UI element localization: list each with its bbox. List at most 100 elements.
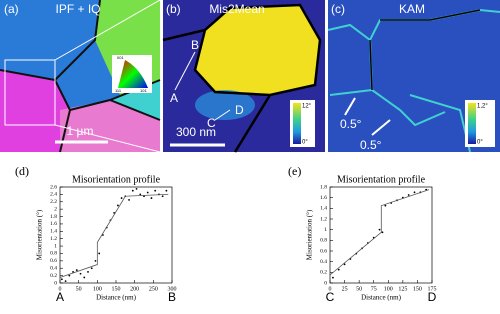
- y-tick-label: 0.4: [50, 265, 57, 271]
- panel-title: Mis2Mean: [209, 2, 264, 16]
- x-tick-label: 50: [76, 286, 82, 292]
- colorbar-label: 12°: [302, 104, 312, 110]
- data-point: [75, 269, 78, 271]
- plot-frame: [329, 186, 433, 284]
- trend-line: [59, 193, 169, 278]
- data-point: [154, 189, 157, 192]
- panel-label: (b): [166, 2, 181, 16]
- x-tick-label: 150: [112, 286, 121, 292]
- data-point: [79, 272, 82, 275]
- data-point: [131, 189, 134, 192]
- x-tick-label: 75: [371, 286, 377, 292]
- kam-map: [327, 0, 500, 153]
- x-tick-label: 50: [356, 286, 362, 292]
- x-tick-label: 100: [93, 286, 102, 292]
- chart-title: Misorientation profile: [72, 174, 161, 185]
- x-tick-label: 0: [59, 286, 62, 292]
- point-label: C: [207, 116, 216, 130]
- data-point: [83, 276, 86, 279]
- data-point: [60, 278, 63, 281]
- data-point: [384, 204, 387, 207]
- y-tick-label: 1.8: [50, 214, 57, 220]
- endpoint-label: D: [428, 290, 437, 304]
- data-point: [64, 280, 67, 283]
- y-tick-label: 2.2: [50, 199, 57, 205]
- colorbar-label: 1,2°: [477, 104, 488, 110]
- colorbar-label: 0°: [477, 140, 483, 146]
- y-tick-label: 1: [324, 227, 327, 233]
- point-label: D: [235, 103, 244, 117]
- x-axis-label: Distance (nm): [361, 294, 402, 302]
- legend-label: 111: [115, 88, 122, 93]
- panel-label: (a): [4, 2, 19, 16]
- legend-label: 101: [140, 88, 147, 93]
- data-point: [332, 276, 334, 279]
- x-tick-label: 0: [329, 286, 332, 292]
- plot-frame: [59, 186, 173, 284]
- endpoint-label: A: [56, 290, 64, 304]
- legend-label: 001: [117, 55, 124, 60]
- x-tick-label: 250: [149, 286, 158, 292]
- data-point: [87, 271, 89, 273]
- data-point: [146, 191, 149, 194]
- data-point: [337, 268, 340, 271]
- panel-label: (c): [331, 2, 345, 16]
- y-tick-label: 0.2: [50, 273, 57, 279]
- y-tick-label: 0.2: [320, 270, 327, 276]
- data-point: [161, 195, 164, 198]
- y-tick-label: 0.8: [320, 238, 327, 244]
- data-point: [90, 267, 93, 270]
- panel-title: KAM: [399, 2, 425, 16]
- x-tick-label: 100: [384, 286, 393, 292]
- endpoint-label: B: [168, 290, 176, 304]
- data-point: [128, 199, 130, 201]
- annotation: 0.5°: [360, 138, 382, 152]
- y-axis-label: Misorientation (°): [306, 209, 314, 260]
- x-tick-label: 25: [342, 286, 348, 292]
- y-tick-label: 1.2: [50, 236, 57, 242]
- x-tick-label: 300: [168, 286, 177, 292]
- scale-bar-label: 300 nm: [176, 125, 216, 139]
- data-point: [407, 194, 410, 196]
- data-point: [150, 197, 153, 199]
- data-point: [120, 197, 123, 199]
- point-label: B: [191, 38, 199, 52]
- endpoint-label: C: [326, 290, 335, 304]
- data-point: [381, 231, 384, 234]
- scale-bar-label: 1 µm: [67, 124, 94, 138]
- data-point: [135, 187, 138, 190]
- y-tick-label: 0.4: [320, 259, 327, 265]
- y-tick-label: 2.6: [50, 184, 57, 190]
- panel-label: (d): [15, 164, 29, 178]
- data-point: [165, 189, 168, 192]
- panel-title: IPF + IQ: [55, 2, 100, 16]
- y-tick-label: 0.6: [320, 248, 327, 254]
- y-tick-label: 1.6: [320, 195, 327, 201]
- y-tick-label: 2.4: [50, 192, 57, 198]
- y-tick-label: 2: [54, 206, 57, 212]
- y-tick-label: 1: [54, 243, 57, 249]
- data-point: [68, 274, 71, 277]
- y-tick-label: 0.8: [50, 251, 57, 257]
- data-point: [413, 191, 416, 194]
- y-tick-label: 0.6: [50, 258, 57, 264]
- y-tick-label: 1.8: [320, 184, 327, 190]
- annotation: 0.5°: [340, 117, 362, 131]
- data-point: [116, 204, 119, 207]
- x-axis-label: Distance (nm): [96, 294, 137, 302]
- ipf-map: [0, 0, 161, 153]
- data-point: [378, 228, 381, 231]
- x-tick-label: 175: [428, 286, 437, 292]
- y-tick-label: 1.6: [50, 221, 57, 227]
- data-point: [94, 259, 97, 262]
- y-tick-label: 1.4: [50, 229, 57, 235]
- mis2mean-map: [162, 0, 325, 153]
- point-label: A: [170, 91, 178, 105]
- x-tick-label: 125: [398, 286, 407, 292]
- y-tick-label: 1.2: [320, 216, 327, 222]
- x-tick-label: 150: [413, 286, 422, 292]
- y-tick-label: 0: [54, 280, 57, 286]
- data-point: [139, 193, 142, 196]
- data-point: [343, 263, 346, 266]
